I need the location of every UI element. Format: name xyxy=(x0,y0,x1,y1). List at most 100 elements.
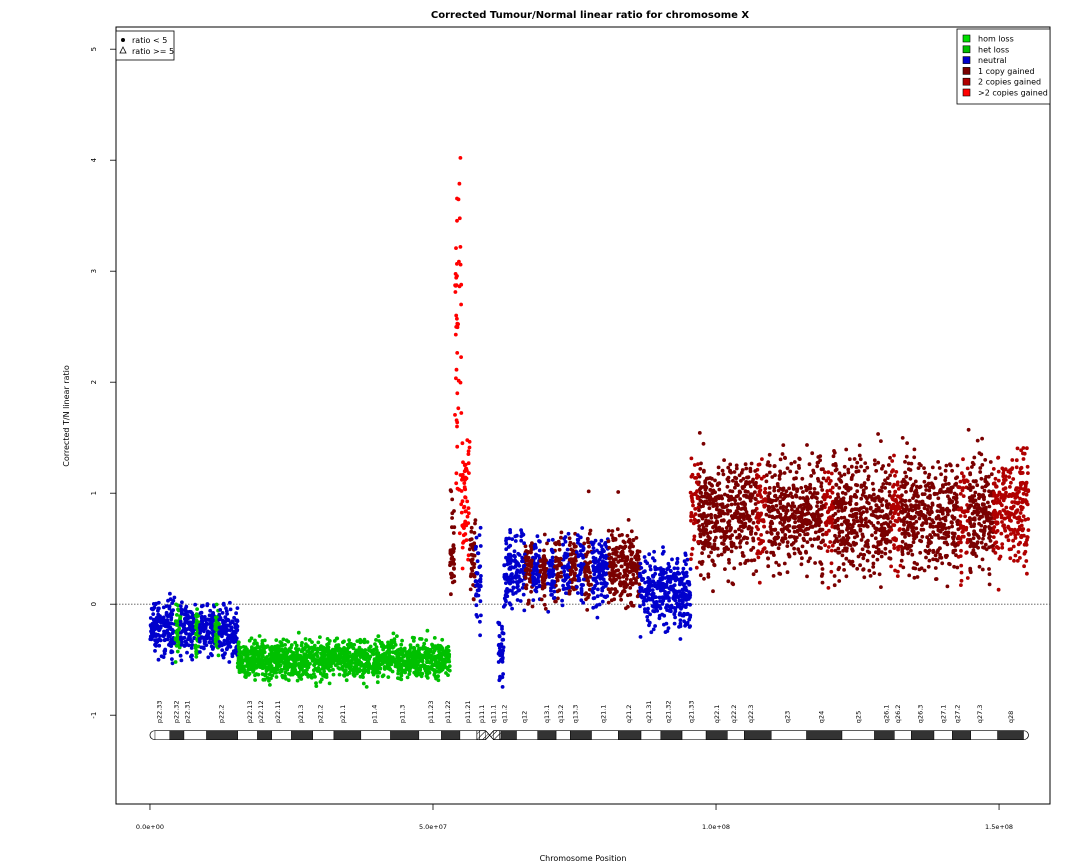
data-point xyxy=(460,499,465,504)
data-point xyxy=(661,549,666,554)
data-point xyxy=(478,633,482,638)
data-point xyxy=(444,671,448,675)
data-point xyxy=(922,506,927,511)
data-point xyxy=(543,575,548,580)
data-point xyxy=(508,602,513,607)
data-point xyxy=(977,521,981,526)
data-point xyxy=(720,541,724,546)
data-point xyxy=(324,675,329,679)
data-point xyxy=(474,583,478,588)
data-point xyxy=(593,538,598,543)
data-point xyxy=(599,581,603,586)
data-point xyxy=(327,639,332,643)
data-point xyxy=(437,666,441,671)
data-point xyxy=(614,590,619,594)
data-point xyxy=(178,619,183,624)
data-point xyxy=(559,574,563,579)
data-point xyxy=(565,547,570,552)
data-point xyxy=(809,474,814,478)
data-point xyxy=(661,545,665,549)
data-point xyxy=(478,544,483,548)
data-point xyxy=(873,536,878,541)
data-point xyxy=(321,651,326,656)
data-point xyxy=(738,562,743,566)
data-point xyxy=(567,580,572,585)
data-point xyxy=(635,552,640,556)
data-point xyxy=(658,572,663,577)
data-point xyxy=(688,624,692,628)
data-point xyxy=(631,567,636,572)
data-point xyxy=(772,488,777,493)
data-point xyxy=(457,181,462,186)
data-point xyxy=(673,589,678,593)
data-point xyxy=(567,565,571,569)
data-point xyxy=(944,463,949,468)
data-point xyxy=(474,603,479,608)
data-point xyxy=(546,609,551,614)
data-point xyxy=(854,495,859,499)
data-point xyxy=(381,643,385,647)
data-point xyxy=(512,565,516,570)
data-point xyxy=(449,592,453,597)
data-point xyxy=(609,564,613,569)
data-point xyxy=(687,590,691,594)
data-point xyxy=(652,549,656,554)
data-point xyxy=(415,643,420,648)
data-point xyxy=(358,653,363,658)
data-point xyxy=(202,646,206,651)
data-point xyxy=(419,664,423,668)
data-point xyxy=(344,678,349,683)
data-point xyxy=(157,643,162,648)
data-point xyxy=(336,648,340,653)
data-point xyxy=(744,466,749,471)
data-point xyxy=(154,616,159,620)
data-point xyxy=(959,578,964,583)
data-point xyxy=(797,504,802,509)
data-point xyxy=(651,609,655,613)
data-point xyxy=(179,607,184,612)
data-point xyxy=(200,627,205,632)
data-point xyxy=(218,616,223,620)
data-point xyxy=(738,490,743,495)
data-point xyxy=(213,639,218,644)
data-point xyxy=(170,601,175,605)
data-point xyxy=(510,606,514,611)
data-point xyxy=(987,504,992,509)
data-point xyxy=(318,680,323,684)
data-point xyxy=(683,605,688,609)
data-point xyxy=(643,559,648,564)
data-point xyxy=(154,640,159,645)
data-point xyxy=(575,585,579,589)
data-point xyxy=(540,578,545,582)
data-point xyxy=(225,641,230,646)
segment-points xyxy=(235,628,452,689)
data-point xyxy=(628,569,633,574)
data-point xyxy=(366,667,371,672)
data-point xyxy=(326,645,331,650)
data-point xyxy=(706,575,711,579)
data-point xyxy=(454,283,459,287)
data-point xyxy=(622,570,627,575)
data-point xyxy=(452,567,456,571)
data-point xyxy=(719,552,724,557)
data-point xyxy=(709,550,713,555)
data-point xyxy=(553,541,557,546)
data-point xyxy=(589,540,594,545)
data-point xyxy=(193,602,198,607)
data-point xyxy=(175,613,179,617)
data-point xyxy=(467,445,472,450)
data-point xyxy=(190,657,195,662)
data-point xyxy=(423,654,428,658)
data-point xyxy=(475,559,480,564)
data-point xyxy=(215,620,220,625)
data-point xyxy=(643,607,647,612)
data-point xyxy=(688,602,692,607)
data-point xyxy=(907,498,912,503)
x-axis-label: Chromosome Position xyxy=(540,854,627,863)
segment-points xyxy=(178,600,198,663)
data-point xyxy=(880,503,884,508)
data-point xyxy=(688,615,692,619)
data-point xyxy=(681,566,686,571)
data-point xyxy=(283,643,287,647)
data-point xyxy=(350,661,355,665)
